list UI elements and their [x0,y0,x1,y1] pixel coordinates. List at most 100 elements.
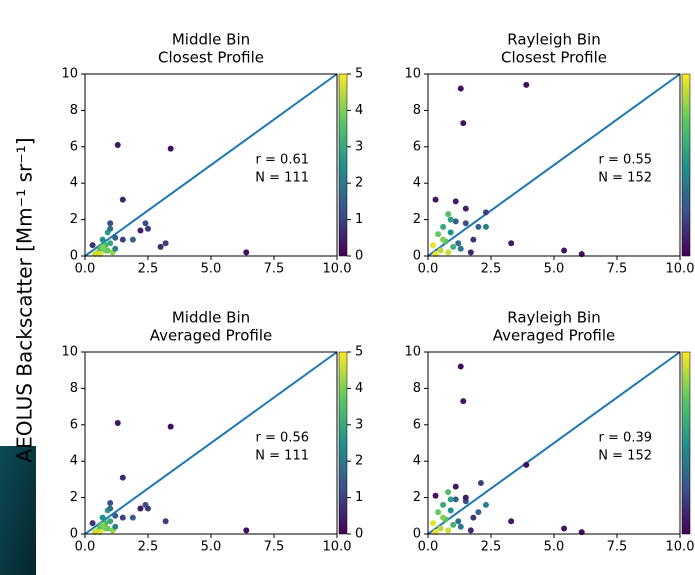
point [455,240,462,247]
point [137,505,144,512]
point [162,518,169,525]
point [114,141,121,148]
axes-frame [427,73,681,257]
point [447,507,454,514]
annotation: r = 0.56 [256,431,309,446]
point [112,512,119,519]
x-tick-label: 7.5 [264,540,285,555]
y-tick-label: 6 [70,139,78,154]
point [460,398,467,405]
chart-subtitle: Averaged Profile [150,327,273,345]
y-tick-label: 10 [61,67,78,82]
axes-frame [427,351,681,535]
point [462,220,469,227]
y-axis-label: AEOLUS Backscatter [Mm⁻¹ sr⁻¹] [13,137,37,462]
point [460,120,467,127]
colorbar-tick-label: 4 [355,381,363,396]
x-tick-label: 10.0 [323,540,352,555]
y-tick-label: 0 [70,249,78,264]
point [467,249,474,256]
y-tick-label: 6 [413,417,421,432]
point [457,363,464,370]
y-tick-label: 4 [413,454,421,469]
y-tick-label: 8 [413,103,421,118]
y-tick-label: 4 [413,176,421,191]
y-tick-label: 8 [70,381,78,396]
point [119,196,126,203]
x-tick-label: 10.0 [666,262,695,277]
annotation: N = 111 [255,171,309,186]
point [445,489,452,496]
y-tick-label: 2 [413,490,421,505]
point [475,509,482,516]
x-tick-label: 7.5 [607,540,628,555]
y-tick-label: 0 [413,249,421,264]
background-image [0,446,36,575]
x-tick-label: 7.5 [607,262,628,277]
colorbar [338,351,348,535]
x-tick-label: 0.0 [75,262,96,277]
point [462,205,469,212]
colorbar-tick-label: 5 [355,67,363,82]
axes-frame [84,73,338,257]
point [452,496,459,503]
x-tick-label: 7.5 [264,262,285,277]
axes-frame [84,351,338,535]
point [99,236,106,243]
point [482,209,489,216]
colorbar-tick-label: 4 [355,103,363,118]
x-tick-label: 2.5 [481,262,502,277]
x-tick-label: 5.0 [201,540,222,555]
y-tick-label: 4 [70,176,78,191]
point [167,145,174,152]
point [167,423,174,430]
point [112,234,119,241]
point [107,220,114,227]
x-tick-label: 5.0 [544,540,565,555]
point [450,243,457,250]
point [561,247,568,254]
x-tick-label: 2.5 [138,262,159,277]
point [470,514,477,521]
point [523,461,530,468]
point [142,220,149,227]
chart-title: Rayleigh Bin [507,31,601,49]
colorbar [681,73,691,257]
point [482,501,489,508]
point [445,249,452,256]
point [445,527,452,534]
point [452,483,459,490]
x-tick-label: 5.0 [544,262,565,277]
point [440,514,447,521]
chart-title: Middle Bin [172,31,250,49]
one-to-one-line [84,73,338,257]
chart-subtitle: Closest Profile [501,49,607,67]
point [145,225,151,232]
one-to-one-line [427,73,681,257]
x-tick-label: 0.0 [75,540,96,555]
y-tick-label: 8 [70,103,78,118]
chart-title: Rayleigh Bin [507,309,601,327]
point [112,523,119,530]
point [437,247,444,254]
y-tick-label: 2 [70,212,78,227]
x-tick-label: 2.5 [138,540,159,555]
annotation: N = 152 [598,171,652,186]
x-tick-label: 10.0 [323,262,352,277]
point [450,521,457,528]
point [432,196,439,203]
annotation: r = 0.61 [256,153,309,168]
colorbar-tick-label: 1 [355,490,363,505]
annotation: r = 0.55 [599,153,652,168]
one-to-one-line [84,351,338,535]
point [447,496,454,503]
chart-subtitle: Closest Profile [158,49,264,67]
point [104,247,111,254]
point [437,525,444,532]
point [457,245,464,252]
point [99,521,106,528]
y-tick-label: 4 [70,454,78,469]
x-tick-label: 5.0 [201,262,222,277]
y-tick-label: 6 [70,417,78,432]
